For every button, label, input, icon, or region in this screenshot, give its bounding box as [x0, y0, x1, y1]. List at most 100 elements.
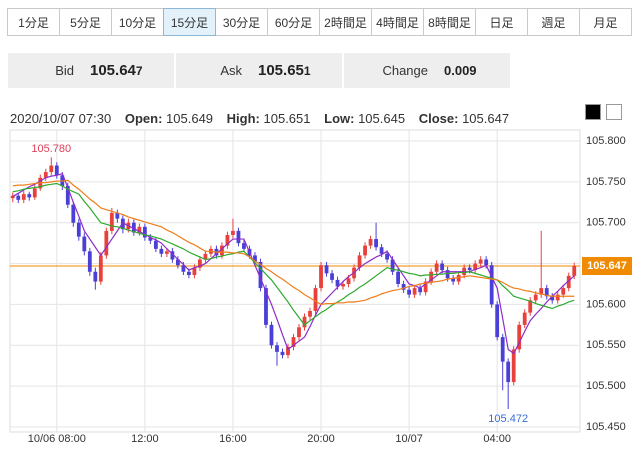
- candle-body: [550, 296, 555, 301]
- timeframe-tab[interactable]: 30分足: [215, 8, 268, 36]
- candle-body: [258, 261, 263, 289]
- candle-body: [93, 271, 98, 282]
- candle-body: [65, 185, 70, 205]
- candle-body: [335, 279, 340, 287]
- candle-body: [401, 284, 406, 290]
- candle-body: [54, 165, 59, 176]
- ohlc-header: 2020/10/07 07:30 Open: 105.649 High: 105…: [10, 111, 509, 126]
- candle-body: [489, 265, 494, 305]
- timeframe-tab[interactable]: 15分足: [163, 8, 216, 36]
- moving-average-line: [12, 182, 575, 326]
- timeframe-tab[interactable]: 5分足: [59, 8, 112, 36]
- candle-body: [71, 204, 76, 223]
- timeframe-tab[interactable]: 60分足: [267, 8, 320, 36]
- candle-body: [330, 273, 334, 280]
- candle-body: [269, 324, 274, 346]
- candle-body: [253, 255, 257, 262]
- candle-body: [539, 288, 544, 295]
- candle-body: [280, 351, 285, 356]
- low-value: 105.645: [358, 111, 406, 126]
- candle-body: [148, 237, 153, 241]
- candle-body: [275, 345, 279, 352]
- x-tick-label: 10/06 08:00: [28, 433, 86, 445]
- candle-body: [506, 361, 511, 383]
- x-tick-label: 16:00: [219, 433, 247, 445]
- candle-body: [555, 294, 560, 301]
- price-annotation: 105.780: [31, 143, 71, 155]
- open-label: Open:: [124, 111, 163, 126]
- candle-body: [456, 275, 461, 282]
- timeframe-tabs: 1分足 5分足 10分足 15分足 30分足 60分足 2時間足 4時間足 8時間足 日足 週足 月足: [7, 8, 632, 36]
- candle-body: [82, 236, 87, 252]
- x-tick-label: 12:00: [131, 433, 159, 445]
- candle-body: [363, 245, 367, 256]
- candle-body: [429, 271, 434, 282]
- candle-body: [385, 253, 389, 260]
- candle-body: [286, 346, 290, 356]
- candle-body: [192, 267, 197, 276]
- candle-body: [500, 337, 505, 362]
- candle-body: [236, 230, 241, 244]
- timeframe-tab[interactable]: 週足: [527, 8, 580, 36]
- candle-body: [10, 195, 15, 199]
- candle-body: [49, 165, 54, 173]
- timeframe-tab[interactable]: 10分足: [111, 8, 164, 36]
- high-label: High:: [226, 111, 260, 126]
- candle-body: [220, 245, 224, 256]
- candle-body: [467, 267, 472, 271]
- plot-area: [9, 129, 581, 433]
- candle-body: [120, 218, 125, 230]
- timeframe-tab[interactable]: 2時間足: [319, 8, 372, 36]
- candle-body: [104, 230, 109, 256]
- candle-body: [341, 284, 345, 287]
- candle-body: [478, 259, 483, 264]
- candle-body: [203, 253, 208, 260]
- y-tick-label: 105.600: [586, 298, 626, 310]
- candle-body: [164, 251, 169, 254]
- candle-body: [407, 289, 412, 295]
- moving-average-line: [12, 179, 575, 306]
- low-label: Low:: [324, 111, 355, 126]
- x-tick-label: 20:00: [307, 433, 335, 445]
- candle-body: [297, 327, 301, 338]
- y-tick-label: 105.700: [586, 217, 626, 229]
- dark-theme-toggle[interactable]: [585, 104, 601, 120]
- candle-body: [302, 316, 307, 328]
- candle-body: [357, 255, 362, 268]
- ask-cell: Ask 105.651: [174, 53, 342, 88]
- candle-body: [137, 226, 142, 233]
- timeframe-tab[interactable]: 月足: [579, 8, 632, 36]
- candle-body: [517, 324, 522, 350]
- bid-label: Bid: [55, 63, 74, 78]
- price-annotation: 105.472: [488, 413, 528, 425]
- candle-body: [495, 304, 500, 338]
- candle-body: [379, 247, 384, 254]
- candle-body: [242, 243, 246, 249]
- y-tick-label: 105.500: [586, 380, 626, 392]
- candle-body: [533, 294, 538, 301]
- candle-body: [198, 259, 202, 268]
- timeframe-tab[interactable]: 8時間足: [423, 8, 476, 36]
- candle-body: [153, 240, 158, 249]
- candle-body: [98, 255, 103, 282]
- candle-body: [418, 288, 423, 293]
- candle-body: [16, 195, 21, 200]
- y-tick-label: 105.450: [586, 421, 626, 433]
- y-tick-label: 105.550: [586, 339, 626, 351]
- ask-value: 105.651: [258, 62, 311, 79]
- candle-body: [264, 288, 268, 325]
- candle-body: [566, 275, 571, 289]
- timeframe-tab[interactable]: 日足: [475, 8, 528, 36]
- timeframe-tab[interactable]: 1分足: [7, 8, 60, 36]
- candle-body: [159, 248, 164, 254]
- x-tick-label: 10/07: [395, 433, 423, 445]
- candle-body: [131, 222, 136, 233]
- candle-body: [434, 263, 439, 272]
- candle-body: [43, 172, 48, 178]
- candle-body: [313, 288, 318, 311]
- light-theme-toggle[interactable]: [606, 104, 622, 120]
- bid-cell: Bid 105.647: [8, 53, 174, 88]
- candle-body: [181, 265, 186, 272]
- timeframe-tab[interactable]: 4時間足: [371, 8, 424, 36]
